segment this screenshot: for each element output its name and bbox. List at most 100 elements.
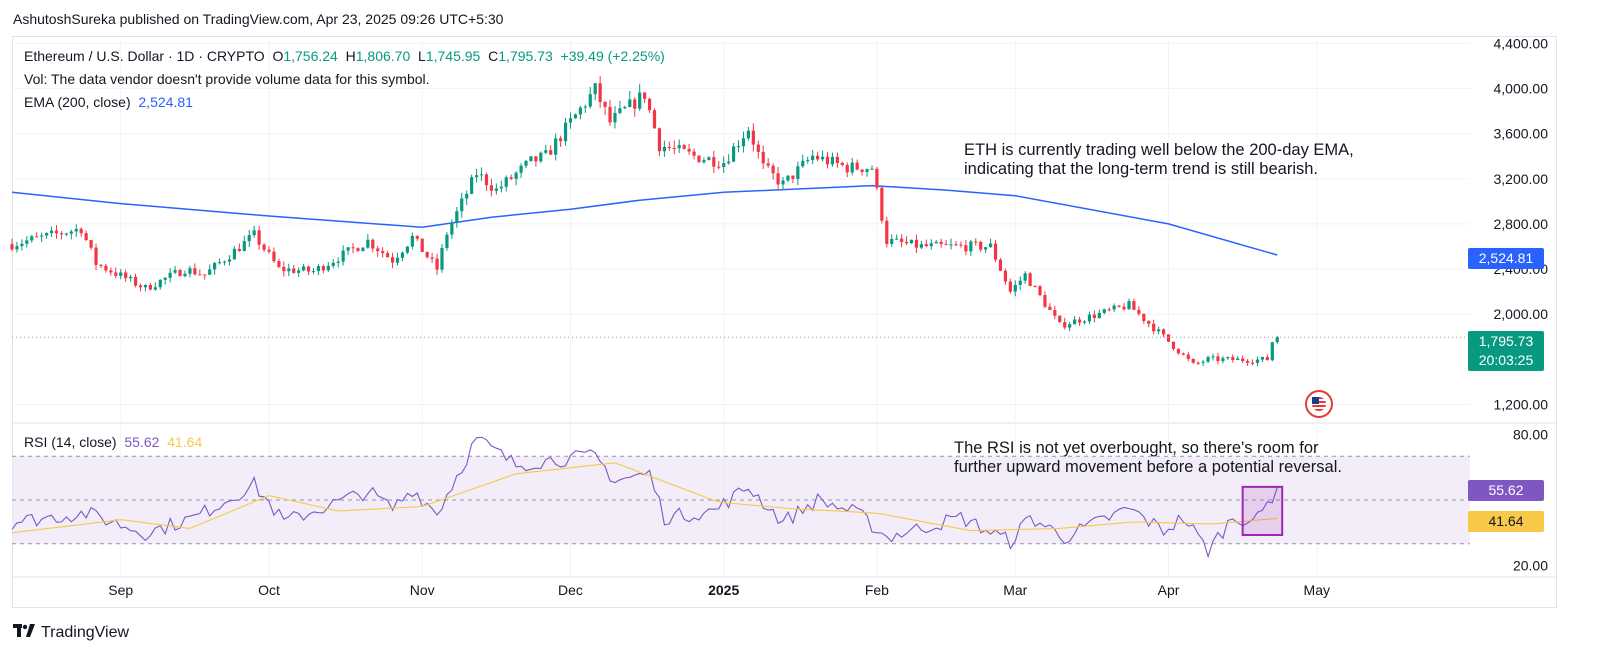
candle-body xyxy=(203,274,207,276)
rsi-badge: 55.62 xyxy=(1468,480,1544,501)
candle-body xyxy=(830,156,835,165)
ohlc-legend: Ethereum / U.S. Dollar · 1D · CRYPTO O1,… xyxy=(24,48,665,64)
candle-body xyxy=(554,138,558,155)
candle-body xyxy=(257,230,261,245)
price-tick-label: 2,800.00 xyxy=(1494,216,1549,232)
candle-body xyxy=(1073,319,1077,325)
candle-body xyxy=(845,164,849,173)
rsi-layer xyxy=(11,436,1470,559)
candle-body xyxy=(563,122,568,142)
last-price-badge: 1,795.73 20:03:25 xyxy=(1468,331,1544,371)
candle-body xyxy=(509,177,513,179)
rsi-annotation-line1: The RSI is not yet overbought, so there'… xyxy=(954,439,1319,457)
ema-legend[interactable]: EMA (200, close) 2,524.81 xyxy=(24,94,193,110)
ema-annotation[interactable]: ETH is currently trading well below the … xyxy=(964,141,1354,179)
candle-body xyxy=(208,269,212,275)
candle-body xyxy=(133,276,138,286)
candle-body xyxy=(227,259,232,262)
candle-body xyxy=(603,101,607,107)
candle-body xyxy=(519,165,523,173)
rsi-highlight-box xyxy=(1241,485,1284,536)
candle-body xyxy=(993,243,998,260)
candle-body xyxy=(697,155,701,163)
candle-body xyxy=(835,156,839,163)
candle-body xyxy=(59,233,64,235)
candle-body xyxy=(346,247,350,251)
candle-body xyxy=(890,239,894,244)
candle-body xyxy=(1018,280,1022,285)
candle-body xyxy=(84,233,88,241)
candle-body xyxy=(1265,356,1269,361)
candle-body xyxy=(425,251,429,258)
open-label: O xyxy=(272,48,284,64)
rsi-legend[interactable]: RSI (14, close) 55.62 41.64 xyxy=(24,434,202,450)
candle-body xyxy=(934,241,938,244)
candle-body xyxy=(1023,273,1027,281)
candle-body xyxy=(924,244,928,247)
chart-container[interactable] xyxy=(12,36,1557,608)
candle-body xyxy=(682,145,686,149)
candle-body xyxy=(1152,323,1156,332)
candle-body xyxy=(153,287,157,290)
candle-body xyxy=(143,284,148,288)
candle-body xyxy=(633,99,637,109)
candle-body xyxy=(178,270,182,277)
candle-body xyxy=(302,266,306,271)
candle-body xyxy=(900,238,904,242)
candle-body xyxy=(949,244,953,246)
candle-body xyxy=(420,238,424,252)
footer-logo[interactable]: TradingView xyxy=(13,622,129,643)
rsi-ma-value: 41.64 xyxy=(167,434,203,450)
close-label: C xyxy=(488,48,499,64)
x-tick-label: Apr xyxy=(1158,582,1180,598)
ema-200-line xyxy=(11,184,1278,256)
ema-layer xyxy=(11,184,1278,256)
candle-body xyxy=(801,160,805,167)
candle-body xyxy=(1053,309,1057,316)
candle-body xyxy=(1077,319,1082,323)
low-value: 1,745.95 xyxy=(425,48,481,64)
publish-info: AshutoshSureka published on TradingView.… xyxy=(13,11,504,27)
candle-body xyxy=(613,112,617,123)
rsi-annotation[interactable]: The RSI is not yet overbought, so there'… xyxy=(954,439,1342,477)
candle-body xyxy=(163,277,167,280)
price-tick-label: 4,000.00 xyxy=(1494,81,1549,97)
low-label: L xyxy=(418,48,426,64)
candle-body xyxy=(15,246,19,250)
candle-body xyxy=(494,188,498,191)
candle-body xyxy=(440,247,444,270)
candle-body xyxy=(746,130,751,139)
ema-annotation-line1: ETH is currently trading well below the … xyxy=(964,141,1354,159)
price-tick-label: 1,200.00 xyxy=(1494,396,1549,412)
candle-body xyxy=(30,236,34,241)
us-flag-icon[interactable] xyxy=(1305,390,1333,418)
candle-body xyxy=(217,262,222,264)
candle-body xyxy=(1176,348,1180,354)
candle-body xyxy=(776,173,780,185)
candle-body xyxy=(583,106,587,108)
candle-body xyxy=(366,239,370,248)
candle-body xyxy=(727,161,731,164)
open-value: 1,756.24 xyxy=(283,48,338,64)
candle-body xyxy=(10,244,14,250)
candle-body xyxy=(1063,322,1067,328)
candle-body xyxy=(1028,273,1032,286)
candle-body xyxy=(731,146,736,162)
candle-body xyxy=(1107,309,1111,311)
candle-body xyxy=(939,241,943,245)
candle-body xyxy=(114,272,118,276)
candle-body xyxy=(1112,305,1116,310)
candle-body xyxy=(74,228,78,232)
candle-body xyxy=(1147,320,1151,324)
candle-body xyxy=(657,128,662,152)
bar-countdown: 20:03:25 xyxy=(1478,352,1534,368)
x-tick-label: Mar xyxy=(1003,582,1027,598)
rsi-label: RSI (14, close) xyxy=(24,434,117,450)
candle-body xyxy=(326,265,330,271)
candle-body xyxy=(1270,342,1274,361)
rsi-tick-label: 80.00 xyxy=(1513,426,1548,442)
candle-body xyxy=(450,223,454,235)
candle-body xyxy=(267,249,271,252)
symbol-label[interactable]: Ethereum / U.S. Dollar · 1D · CRYPTO xyxy=(24,48,265,64)
